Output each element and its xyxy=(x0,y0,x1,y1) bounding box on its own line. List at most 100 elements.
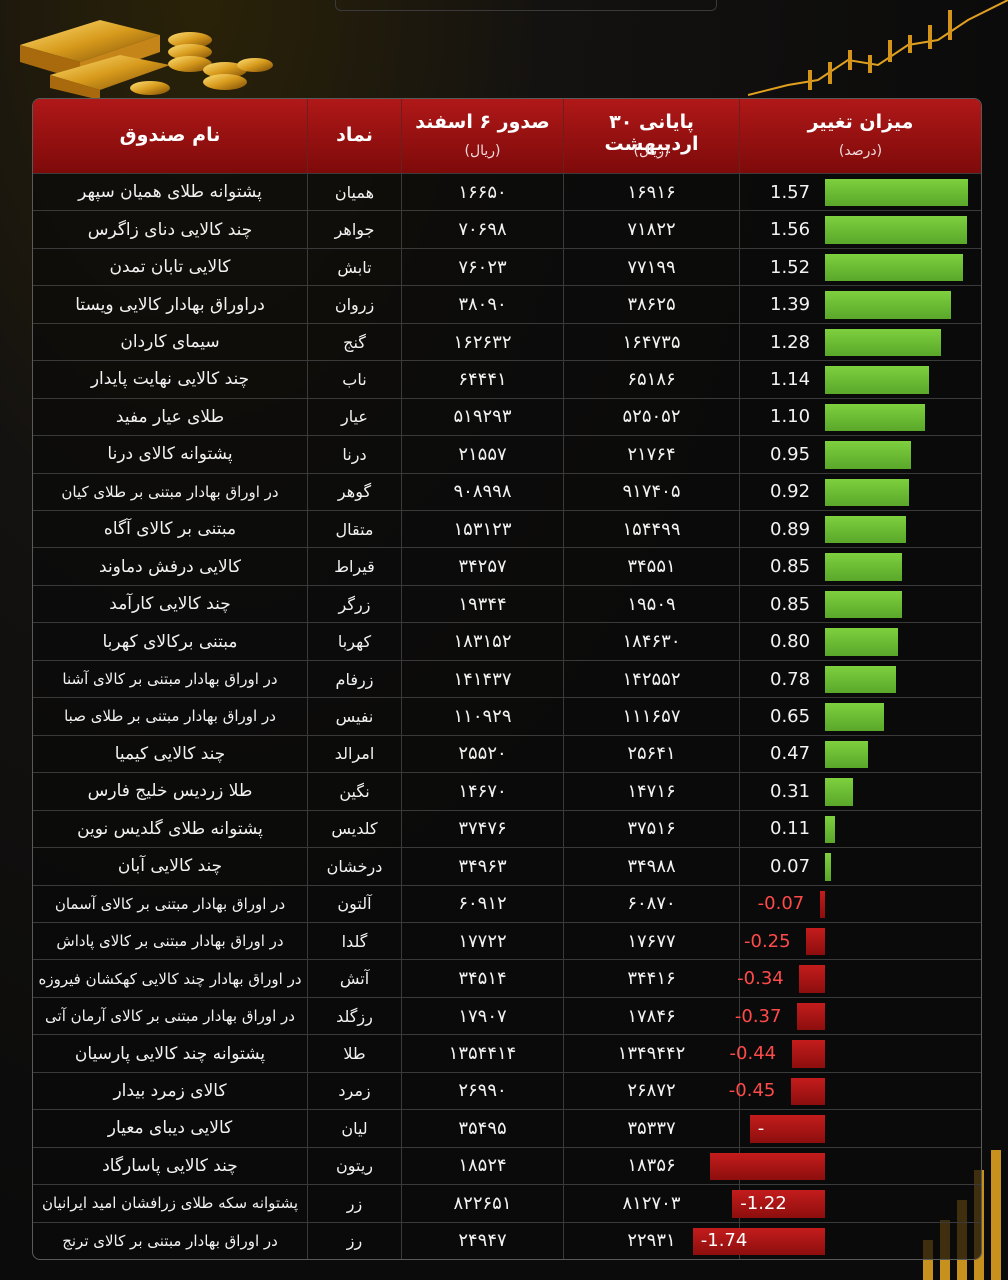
fund-name-cell: چند کالایی آبان xyxy=(117,856,223,877)
fund-name-cell: پشتوانه طلای همیان سپهر xyxy=(78,182,262,203)
symbol-cell: عیار xyxy=(307,398,401,436)
table-row: پشتوانه چند کالایی پارسیان طلا ۱۳۵۴۴۱۴ ۱۳۴۹… xyxy=(33,1034,981,1072)
table-row: چند کالایی دنای زاگرس جواهر ۷۰۶۹۸ ۷۱۸۲۲ 1.56 xyxy=(33,210,981,248)
change-bar xyxy=(825,516,906,544)
table-row: در اوراق بهادار چند کالایی کهکشان فیروزه… xyxy=(33,959,981,997)
fund-name-cell: پشتوانه سکه طلای زرافشان امید ایرانیان xyxy=(41,1194,299,1213)
change-cell xyxy=(739,660,981,698)
table-row: پشتوانه طلای گلدیس نوین کلدیس ۳۷۴۷۶ ۳۷۵۱۶ 0.… xyxy=(33,809,981,848)
header-change-label: میزان تغییر xyxy=(807,111,914,133)
fund-name-cell: در اوراق بهادار چند کالایی کهکشان فیروزه xyxy=(38,969,302,988)
table-row: در اوراق بهادار مبتنی بر کالای آشنا زرفام… xyxy=(33,659,981,698)
funds-table: نام صندوق نماد صدور ۶ اسفند (ریال) پایان… xyxy=(32,98,982,1260)
table-row: چند کالایی پاسارگاد ریتون ۱۸۵۲۴ ۱۸۳۵۶ xyxy=(33,1146,981,1185)
symbol-cell: ناب xyxy=(307,361,401,398)
change-cell xyxy=(739,1110,981,1147)
table-row: چند کالایی نهایت پایدار ناب ۶۴۴۴۱ ۶۵۱۸۶ 1.14 xyxy=(33,360,981,398)
change-value-label: 0.95 xyxy=(770,443,811,465)
table-row: چند کالایی کارآمد زرگر ۱۹۳۴۴ ۱۹۵۰۹ 0.85 xyxy=(33,584,981,623)
change-bar xyxy=(796,1002,825,1031)
fund-name-cell: پشتوانه چند کالایی پارسیان xyxy=(74,1043,266,1064)
header-change-unit: (درصد) xyxy=(838,143,883,159)
table-row: کالایی درفش دماوند قیراط ۳۴۲۵۷ ۳۴۵۵۱ 0.85 xyxy=(33,547,981,585)
symbol-cell: تابش xyxy=(307,248,401,286)
issue-price-cell: ۱۱۰۹۲۹ xyxy=(401,698,563,735)
end-price-cell: ۳۴۴۱۶ xyxy=(563,960,739,997)
table-row: کالایی دیبای معیار لیان ۳۵۴۹۵ ۳۵۳۳۷- xyxy=(33,1109,981,1147)
end-price-cell: ۷۷۱۹۹ xyxy=(563,248,739,286)
change-bar xyxy=(799,965,825,993)
change-bar xyxy=(825,441,912,469)
end-price-cell: ۶۵۱۸۶ xyxy=(563,361,739,398)
symbol-cell: نگین xyxy=(307,773,401,810)
change-value-label: -0.37 xyxy=(734,1005,782,1027)
symbol-cell: کلدیس xyxy=(307,810,401,848)
table-row: کالایی تابان تمدن تابش ۷۶۰۲۳ ۷۷۱۹۹ 1.52 xyxy=(33,247,981,286)
issue-price-cell: ۱۹۳۴۴ xyxy=(401,585,563,623)
header-symbol-label: نماد xyxy=(336,124,373,146)
fund-name-cell: طلای عیار مفید xyxy=(115,406,225,427)
change-cell xyxy=(739,211,981,248)
fund-name-cell: در اوراق بهادار مبتنی بر کالای ترنج xyxy=(62,1231,278,1250)
issue-price-cell: ۱۴۶۷۰ xyxy=(401,773,563,810)
symbol-cell: زروان xyxy=(307,286,401,323)
issue-price-cell: ۶۰۹۱۲ xyxy=(401,885,563,922)
symbol-cell: قیراط xyxy=(307,548,401,585)
issue-price-cell: ۱۴۱۴۳۷ xyxy=(401,660,563,698)
change-value-label: 0.11 xyxy=(770,818,811,840)
table-row: مبتنی برکالای کهربا کهربا ۱۸۳۱۵۲ ۱۸۴۶۳۰ 0.80 xyxy=(33,622,981,660)
fund-name-cell: طلا زردیس خلیج فارس xyxy=(87,781,253,802)
change-value-label: 1.10 xyxy=(770,406,811,428)
end-price-cell: ۱۶۹۱۶ xyxy=(563,174,739,211)
issue-price-cell: ۳۴۵۱۴ xyxy=(401,960,563,997)
symbol-cell: گلدا xyxy=(307,922,401,960)
issue-price-cell: ۶۴۴۴۱ xyxy=(401,361,563,398)
change-value-label: 1.57 xyxy=(770,181,811,203)
fund-name-cell: کالایی دیبای معیار xyxy=(107,1118,233,1139)
change-cell xyxy=(739,623,981,660)
change-cell xyxy=(739,248,981,286)
change-cell xyxy=(739,548,981,585)
change-value-label: -0.07 xyxy=(757,893,805,915)
change-bar xyxy=(825,853,832,881)
change-cell xyxy=(739,1035,981,1072)
change-cell xyxy=(739,398,981,436)
fund-name-cell: چند کالایی نهایت پایدار xyxy=(90,369,250,390)
change-bar xyxy=(710,1152,825,1181)
header-issue-unit: (ریال) xyxy=(464,143,501,159)
issue-price-cell: ۱۷۷۲۲ xyxy=(401,922,563,960)
table-row: مبتنی بر کالای آگاه متقال ۱۵۳۱۲۳ ۱۵۴۴۹۹ 0.89 xyxy=(33,510,981,548)
issue-price-cell: ۱۸۵۲۴ xyxy=(401,1147,563,1185)
change-value-label: 1.56 xyxy=(770,219,811,241)
symbol-cell: زرگر xyxy=(307,585,401,623)
symbol-cell: طلا xyxy=(307,1035,401,1072)
symbol-cell: درنا xyxy=(307,436,401,473)
change-bar xyxy=(791,1040,825,1068)
change-value-label: -0.25 xyxy=(744,930,791,952)
header-change: میزان تغییر (درصد) xyxy=(739,99,981,173)
symbol-cell: آتش xyxy=(307,960,401,997)
header-symbol: نماد xyxy=(307,99,401,173)
change-bar xyxy=(825,665,896,694)
issue-price-cell: ۹۰۸۹۹۸ xyxy=(401,473,563,511)
change-bar xyxy=(732,1190,825,1218)
end-price-cell: ۱۴۲۵۵۲ xyxy=(563,660,739,698)
end-price-cell: ۱۱۱۶۵۷ xyxy=(563,698,739,735)
header-issue: صدور ۶ اسفند (ریال) xyxy=(401,99,563,173)
header-issue-label: صدور ۶ اسفند xyxy=(415,111,550,133)
end-price-cell: ۲۵۶۴۱ xyxy=(563,735,739,773)
change-bar xyxy=(825,366,929,394)
change-bar xyxy=(825,815,835,844)
end-price-cell: ۸۱۲۷۰۳ xyxy=(563,1185,739,1222)
change-bar xyxy=(692,1227,825,1255)
fund-name-cell: پشتوانه طلای گلدیس نوین xyxy=(77,818,263,839)
symbol-cell: همیان xyxy=(307,174,401,211)
issue-price-cell: ۷۶۰۲۳ xyxy=(401,248,563,286)
change-value-label: 0.85 xyxy=(770,556,811,578)
change-value-label: 0.65 xyxy=(770,705,811,727)
end-price-cell: ۱۵۴۴۹۹ xyxy=(563,511,739,548)
issue-price-cell: ۷۰۶۹۸ xyxy=(401,211,563,248)
change-bar xyxy=(825,291,952,319)
end-price-cell: ۱۴۷۱۶ xyxy=(563,773,739,810)
issue-price-cell: ۱۸۳۱۵۲ xyxy=(401,623,563,660)
